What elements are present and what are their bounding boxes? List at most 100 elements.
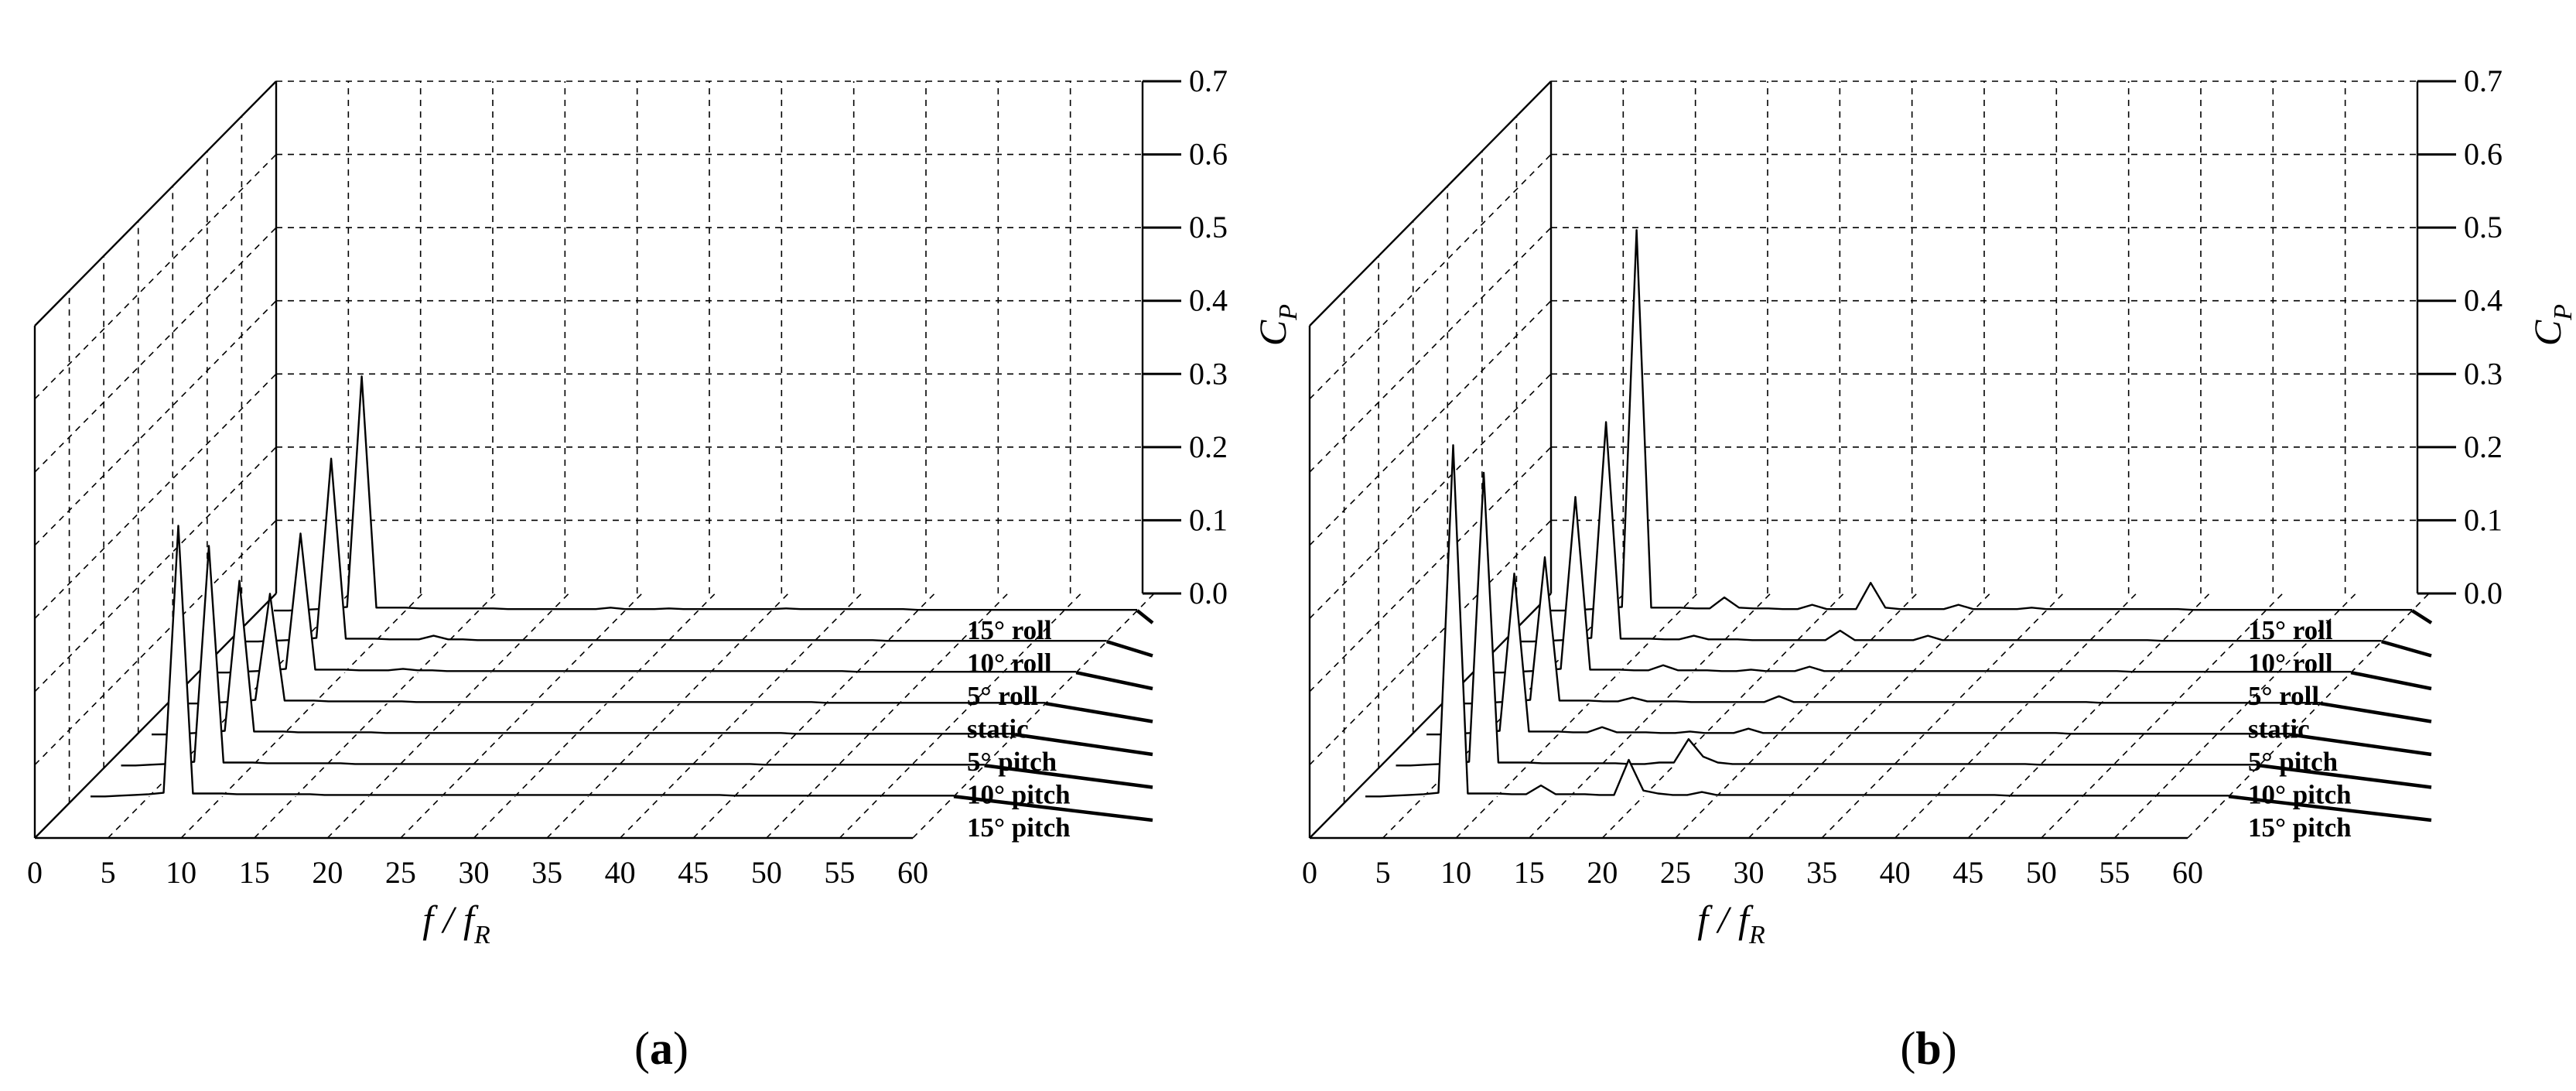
side-top-edge	[34, 80, 277, 327]
z-tick-label: 0.3	[2464, 356, 2503, 391]
floor-grid	[1675, 593, 1918, 839]
series-10-roll-line	[243, 457, 1107, 643]
series-10-pitch-line	[121, 545, 985, 767]
z-tick-label: 0.6	[1189, 137, 1228, 172]
series-15-pitch-label: 15° pitch	[2248, 812, 2352, 843]
z-tick-label: 0.3	[1189, 356, 1228, 391]
series-10-pitch-label: 10° pitch	[967, 780, 1071, 810]
z-tick-label: 0.7	[1189, 63, 1228, 98]
series-15-roll-label: 15° roll	[2248, 615, 2333, 645]
series-5-roll-line	[213, 532, 1077, 674]
series-5-pitch-line	[1426, 573, 2291, 736]
x-axis-title: f / fR	[1697, 898, 1765, 949]
x-tick-label: 35	[1806, 855, 1837, 890]
x-tick-label: 35	[531, 855, 562, 890]
series-group	[1365, 229, 2433, 823]
series-5-pitch-fill	[1426, 573, 2291, 735]
z-tick-label: 0.2	[2464, 429, 2503, 464]
floor-grid	[2041, 593, 2284, 839]
series-10-roll-baseline	[1105, 639, 1153, 658]
x-tick-label: 0	[1302, 855, 1317, 890]
side-wall-grid	[1309, 227, 1552, 473]
series-15-pitch-baseline	[953, 795, 1153, 823]
series-5-roll-label: 5° roll	[967, 681, 1038, 711]
series-static-label: static	[967, 714, 1029, 744]
x-tick-label: 15	[239, 855, 270, 890]
floor-grid	[1821, 593, 2064, 839]
z-tick-label: 0.1	[1189, 502, 1228, 537]
series-15-roll-line	[274, 375, 1138, 612]
floor-grid	[1894, 593, 2137, 839]
panel-a: 0.0 0.1 0.2 0.3 0.4 0.5 0.6 0.7 CP 0 5 10 15 20 25 30 35…	[27, 63, 1303, 1074]
series-5-roll-baseline	[2350, 670, 2432, 691]
floor-grid	[400, 593, 643, 839]
series-5-pitch-baseline	[2289, 732, 2432, 757]
series-group	[91, 375, 1154, 823]
x-tick-label: 40	[1880, 855, 1911, 890]
series-15-pitch-line	[1365, 444, 2229, 798]
floor-grid	[1967, 593, 2210, 839]
side-wall-grid	[1309, 154, 1552, 400]
grid	[33, 80, 1181, 840]
floor-grid	[1601, 593, 1844, 839]
side-top-edge	[1309, 80, 1552, 327]
z-tick-label: 0.6	[2464, 137, 2503, 172]
side-wall-grid	[34, 154, 277, 400]
x-tick-label: 55	[824, 855, 855, 890]
floor-grid	[546, 593, 789, 839]
z-tick-label: 0.4	[2464, 283, 2503, 318]
series-10-roll-label: 10° roll	[2248, 648, 2333, 679]
x-tick-label: 0	[27, 855, 43, 890]
series-15-pitch-baseline	[2228, 795, 2432, 823]
series-5-pitch-fill	[152, 580, 1016, 735]
series-static-line	[182, 593, 1046, 705]
x-tick-label: 20	[312, 855, 343, 890]
side-wall-grid	[34, 227, 277, 473]
series-10-pitch-line	[1396, 471, 2260, 767]
series-10-pitch-baseline	[2259, 764, 2432, 789]
x-tick-label: 20	[1587, 855, 1618, 890]
series-15-roll-label: 15° roll	[967, 615, 1052, 645]
x-tick-label: 55	[2099, 855, 2130, 890]
z-tick-label: 0.4	[1189, 283, 1228, 318]
x-tick-label: 50	[751, 855, 782, 890]
side-wall-grid	[34, 300, 277, 546]
x-axis-title: f / fR	[422, 898, 490, 949]
series-5-roll-baseline	[1075, 670, 1153, 691]
x-tick-label: 30	[1734, 855, 1765, 890]
floor-grid	[1748, 593, 1991, 839]
x-tick-label: 10	[1440, 855, 1471, 890]
series-15-roll-fill	[1549, 230, 2413, 611]
x-tick-label: 15	[1514, 855, 1545, 890]
series-static-label: static	[2248, 714, 2310, 744]
series-5-pitch-label: 5° pitch	[2248, 747, 2338, 777]
x-tick-label: 25	[385, 855, 416, 890]
x-tick-label: 5	[101, 855, 116, 890]
series-15-pitch-label: 15° pitch	[967, 812, 1071, 843]
series-10-roll-line	[1518, 421, 2382, 643]
x-tick-label: 45	[1952, 855, 1983, 890]
z-tick-label: 0.2	[1189, 429, 1228, 464]
series-10-roll-baseline	[2381, 639, 2432, 658]
x-tick-label: 30	[459, 855, 490, 890]
series-static-baseline	[2320, 701, 2432, 723]
z-tick-label: 0.0	[1189, 576, 1228, 610]
side-wall-grid	[1309, 300, 1552, 546]
series-5-pitch-baseline	[1014, 732, 1153, 757]
series-5-roll-line	[1488, 496, 2352, 674]
floor-grid	[326, 593, 569, 839]
x-tick-label: 60	[897, 855, 928, 890]
x-tick-label: 40	[605, 855, 636, 890]
panel-label: (b)	[1900, 1023, 1956, 1074]
series-15-roll-baseline	[2410, 609, 2433, 624]
floor-grid	[473, 593, 716, 839]
x-tick-label: 50	[2026, 855, 2057, 890]
x-tick-label: 10	[166, 855, 196, 890]
x-tick-label: 5	[1375, 855, 1391, 890]
y-axis-title: CP	[1251, 304, 1303, 346]
series-15-roll-fill	[274, 376, 1138, 611]
z-tick-label: 0.7	[2464, 63, 2503, 98]
series-15-roll-line	[1549, 229, 2413, 612]
z-tick-label: 0.1	[2464, 502, 2503, 537]
